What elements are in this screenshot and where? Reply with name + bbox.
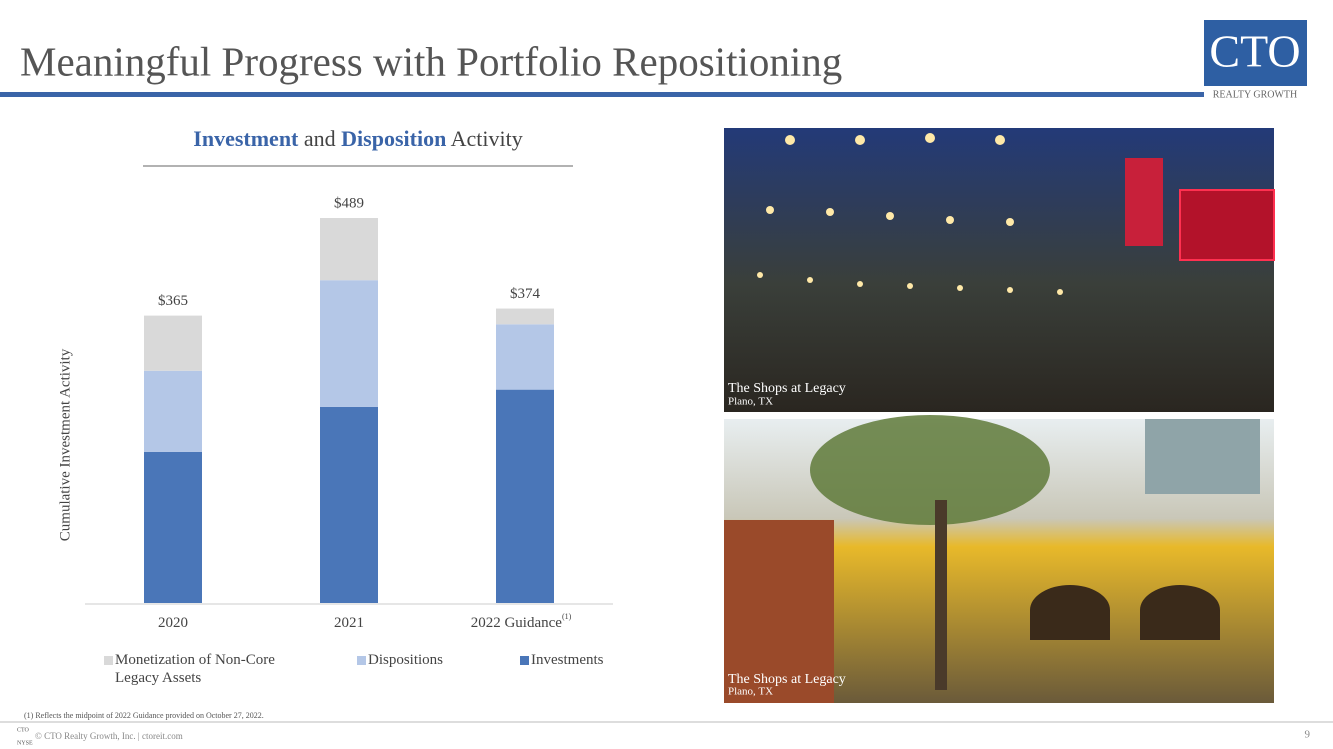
bar-segment [320,406,378,603]
total-label: $365 [158,293,188,309]
total-label: $489 [334,195,364,211]
x-tick-label: 2020 [158,615,188,631]
photo-location: Plano, TX [728,686,773,698]
bar-segment [496,308,554,325]
title-part: Investment [193,126,299,151]
banner [1125,158,1163,246]
tree [810,415,1050,525]
footnote-marker: (1) [562,612,572,621]
legend-swatch [520,656,529,665]
badge: CTO [17,727,30,733]
chart-title: Investment and Disposition Activity [193,126,522,151]
photo-caption: The Shops at Legacy [728,672,846,687]
photo [724,128,1274,412]
logo: CTO [1209,26,1300,77]
arches [1030,585,1220,640]
footnote: (1) Reflects the midpoint of 2022 Guidan… [24,711,264,720]
title-part: Activity [451,126,523,151]
legend-item: Dispositions [368,652,444,668]
legend-item: Monetization of Non-Core Legacy Assets [115,652,275,686]
photo-caption: The Shops at Legacy [728,381,846,396]
bar-segment [496,324,554,390]
category: 2020 [158,615,188,631]
title-part: and [304,126,336,151]
legend-label: Dispositions [368,652,444,668]
bar-segment [144,451,202,603]
title-rule [0,92,1204,97]
legend-label: Investments [531,652,604,668]
trunk [935,500,947,690]
category: 2022 Guidance [471,615,563,631]
legend-swatch [104,656,113,665]
neon-sign [1179,189,1275,261]
slide-title: Meaningful Progress with Portfolio Repos… [20,38,842,84]
legend-swatch [357,656,366,665]
logo-subtitle: REALTY GROWTH [1213,89,1298,100]
wall [724,520,834,703]
y-axis-label: Cumulative Investment Activity [57,348,73,541]
category: 2021 [334,615,364,631]
page-number: 9 [1305,729,1311,741]
total-label: $374 [510,286,541,302]
bar-segment [320,218,378,281]
title-part: Disposition [341,126,446,151]
bar-segment [144,315,202,371]
copyright: © CTO Realty Growth, Inc. | ctoreit.com [35,731,183,741]
legend-item: Investments [531,652,604,668]
x-tick-label: 2022 Guidance(1) [471,612,572,632]
bar-segment [320,280,378,407]
legend-label: Monetization of Non-Core Legacy Assets [115,652,275,686]
window [1145,419,1260,494]
logo-box [1204,20,1307,86]
bar-segment [496,389,554,603]
x-tick-label: 2021 [334,615,364,631]
photo-location: Plano, TX [728,396,773,408]
bar-segment [144,370,202,452]
string-lights [757,133,1063,295]
badge: NYSE [17,740,33,746]
